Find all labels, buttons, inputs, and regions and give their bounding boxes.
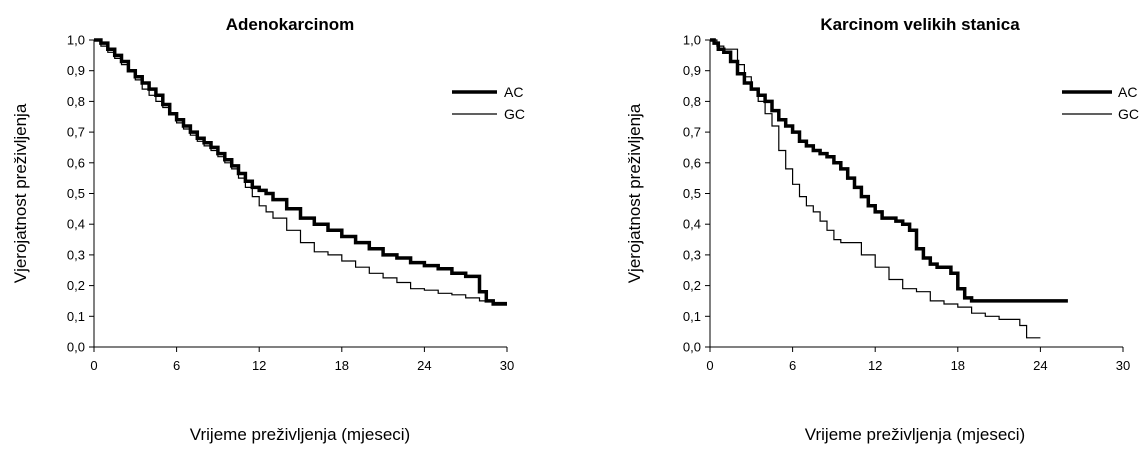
- legend-label-ac: AC: [504, 84, 523, 100]
- y-tick-label: 0,2: [683, 278, 701, 293]
- x-tick-label: 6: [173, 358, 180, 373]
- y-tick-label: 0,0: [683, 340, 701, 355]
- legend-label-gc: GC: [1118, 106, 1139, 122]
- y-tick-label: 0,0: [67, 340, 85, 355]
- y-tick-label: 0,6: [67, 155, 85, 170]
- chart-adenokarcinom: 0,0 0,1 0,2 0,3 0,4 0,5 0,6 0,7 0,8 0,9 1,0 0 6 12 18 2…: [11, 15, 525, 444]
- x-tick-label: 6: [789, 358, 796, 373]
- chart-karcinom-velikih-stanica: 0,0 0,1 0,2 0,3 0,4 0,5 0,6 0,7 0,8 0,9 1,0 0 6 12 18 2…: [625, 15, 1139, 444]
- y-tick-label: 1,0: [67, 33, 85, 48]
- series-line-gc: [94, 39, 507, 304]
- chart-title: Karcinom velikih stanica: [820, 15, 1020, 34]
- series-line-ac: [94, 38, 507, 306]
- y-tick-label: 1,0: [683, 33, 701, 48]
- x-axis-label: Vrijeme preživljenja (mjeseci): [805, 425, 1025, 444]
- x-tick-label: 18: [951, 358, 965, 373]
- y-tick-label: 0,9: [67, 63, 85, 78]
- y-tick-label: 0,1: [683, 309, 701, 324]
- chart-title: Adenokarcinom: [226, 15, 354, 34]
- y-tick-label: 0,4: [67, 217, 85, 232]
- y-tick-label: 0,8: [67, 94, 85, 109]
- y-tick-label: 0,6: [683, 155, 701, 170]
- x-tick-label: 18: [335, 358, 349, 373]
- x-tick-label: 24: [1033, 358, 1047, 373]
- y-axis-label: Vjerojatnost preživljenja: [11, 103, 30, 283]
- x-axis-label: Vrijeme preživljenja (mjeseci): [190, 425, 410, 444]
- x-tick-label: 0: [90, 358, 97, 373]
- x-tick-label: 0: [706, 358, 713, 373]
- series-line-ac: [710, 38, 1068, 303]
- y-tick-label: 0,7: [683, 125, 701, 140]
- y-axis-label: Vjerojatnost preživljenja: [625, 103, 644, 283]
- series-line-gc: [710, 39, 1041, 339]
- legend-label-ac: AC: [1118, 84, 1137, 100]
- y-tick-label: 0,1: [67, 309, 85, 324]
- y-tick-label: 0,5: [683, 186, 701, 201]
- x-tick-label: 24: [417, 358, 431, 373]
- y-tick-label: 0,9: [683, 63, 701, 78]
- y-tick-label: 0,5: [67, 186, 85, 201]
- y-tick-label: 0,8: [683, 94, 701, 109]
- x-tick-label: 30: [500, 358, 514, 373]
- x-tick-label: 12: [868, 358, 882, 373]
- x-tick-label: 12: [252, 358, 266, 373]
- legend-label-gc: GC: [504, 106, 525, 122]
- y-tick-label: 0,7: [67, 125, 85, 140]
- y-tick-label: 0,2: [67, 278, 85, 293]
- y-tick-label: 0,3: [683, 247, 701, 262]
- y-tick-label: 0,3: [67, 247, 85, 262]
- x-tick-label: 30: [1116, 358, 1130, 373]
- y-tick-label: 0,4: [683, 217, 701, 232]
